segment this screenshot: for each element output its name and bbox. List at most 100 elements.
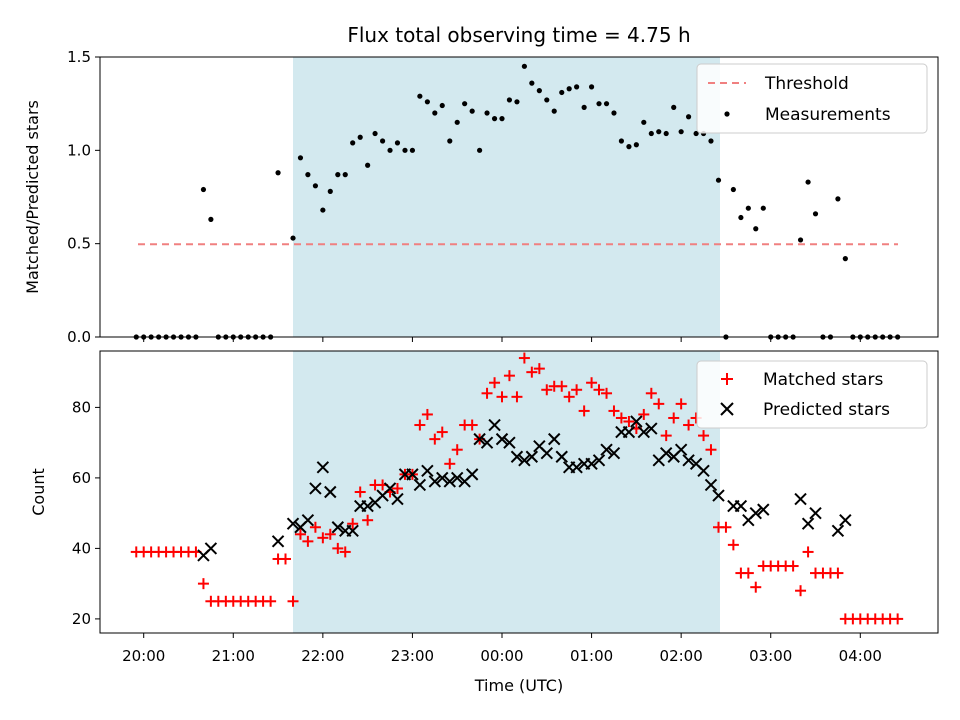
measurement-point bbox=[671, 104, 677, 110]
x-tick-label: 01:00 bbox=[570, 647, 613, 665]
predicted-star-point bbox=[734, 499, 748, 513]
predicted-star-point bbox=[622, 425, 636, 439]
matched-star-point bbox=[309, 521, 321, 533]
measurement-point bbox=[730, 186, 736, 193]
matched-star-point bbox=[324, 528, 336, 540]
predicted-star-point bbox=[645, 422, 658, 435]
predicted-star-point bbox=[682, 454, 695, 467]
measurement-point bbox=[305, 172, 311, 178]
predicted-star-point bbox=[704, 478, 718, 492]
measurement-point bbox=[648, 130, 654, 137]
predicted-star-point bbox=[757, 503, 770, 516]
predicted-star-point bbox=[383, 482, 397, 495]
measurement-point bbox=[506, 97, 513, 103]
predicted-star-point bbox=[436, 471, 449, 485]
y-tick-label: 0.0 bbox=[67, 328, 91, 346]
measurement-point bbox=[387, 147, 393, 153]
top-y-axis: 0.0 0.5 1.0 1.5 bbox=[67, 48, 100, 346]
measurement-point bbox=[200, 186, 207, 193]
predicted-star-point bbox=[503, 436, 516, 449]
matched-star-point bbox=[742, 567, 754, 579]
measurement-point bbox=[760, 205, 766, 211]
measurement-point bbox=[544, 97, 550, 103]
measurement-point bbox=[633, 142, 639, 148]
top-x-axis bbox=[143, 337, 861, 342]
matched-star-point bbox=[466, 419, 478, 431]
y-tick-label: 1.5 bbox=[67, 48, 91, 66]
matched-star-point bbox=[533, 363, 545, 375]
predicted-star-point bbox=[630, 415, 643, 428]
measurement-point bbox=[835, 196, 841, 202]
measurement-point bbox=[439, 102, 445, 109]
measurement-point bbox=[566, 86, 572, 92]
predicted-star-point bbox=[540, 447, 553, 460]
predicted-star-point bbox=[495, 432, 509, 446]
measurement-point bbox=[424, 99, 430, 105]
matched-star-point bbox=[362, 514, 374, 526]
measurement-point bbox=[611, 110, 617, 116]
predicted-star-point bbox=[518, 454, 531, 467]
predicted-star-point bbox=[271, 535, 285, 548]
x-tick-label: 22:00 bbox=[301, 647, 344, 665]
measurement-point bbox=[484, 110, 490, 116]
predicted-star-point bbox=[443, 475, 456, 488]
matched-star-point bbox=[265, 595, 277, 607]
matched-star-point bbox=[496, 391, 508, 403]
measurement-point bbox=[842, 256, 848, 262]
matched-star-point bbox=[511, 391, 523, 403]
measurement-point bbox=[596, 101, 602, 107]
top-plot-frame bbox=[99, 56, 939, 338]
predicted-star-point bbox=[570, 461, 583, 474]
predicted-star-point bbox=[659, 447, 673, 460]
matched-star-point bbox=[391, 482, 403, 494]
matched-star-point bbox=[660, 430, 672, 442]
predicted-star-point bbox=[525, 450, 539, 463]
matched-star-point bbox=[451, 444, 463, 456]
predicted-star-point bbox=[712, 489, 725, 502]
y-tick-label: 0.5 bbox=[67, 235, 91, 253]
measurement-point bbox=[529, 80, 535, 86]
top-y-axis-label: Matched/Predicted stars bbox=[23, 100, 42, 294]
legend-predicted-label: Predicted stars bbox=[763, 400, 890, 420]
bottom-legend-box bbox=[696, 360, 928, 429]
matched-star-point bbox=[832, 567, 844, 579]
predicted-star-point bbox=[204, 542, 218, 555]
matched-star-point bbox=[436, 426, 448, 438]
measurement-point bbox=[574, 84, 580, 90]
predicted-star-point bbox=[413, 478, 427, 492]
predicted-star-point bbox=[600, 443, 613, 456]
matched-star-point bbox=[645, 387, 657, 399]
y-tick-label: 40 bbox=[72, 539, 91, 557]
bottom-plot-frame bbox=[99, 350, 939, 634]
measurement-point bbox=[372, 130, 378, 137]
matched-star-point bbox=[578, 405, 590, 417]
y-tick-label: 20 bbox=[72, 610, 91, 628]
matched-star-point bbox=[339, 546, 351, 558]
x-tick-label: 00:00 bbox=[480, 647, 523, 665]
measurement-point bbox=[656, 129, 662, 135]
measurement-point bbox=[797, 237, 804, 243]
matched-star-point bbox=[683, 419, 695, 431]
matched-star-point bbox=[332, 542, 344, 554]
measurement-point bbox=[491, 116, 498, 122]
measurement-point bbox=[641, 119, 647, 125]
predicted-star-point bbox=[510, 450, 524, 463]
matched-star-point bbox=[705, 444, 717, 456]
matched-star-point bbox=[563, 391, 575, 403]
measurement-point bbox=[402, 147, 408, 153]
measurement-point bbox=[357, 134, 363, 140]
predicted-star-point bbox=[361, 499, 374, 513]
measurement-point bbox=[335, 172, 341, 178]
measurement-point bbox=[588, 84, 595, 90]
matched-star-point bbox=[421, 408, 433, 420]
predicted-star-point bbox=[637, 425, 651, 439]
matched-star-point bbox=[294, 528, 306, 540]
top-legend: Threshold Measurements bbox=[696, 63, 928, 134]
predicted-star-point bbox=[451, 471, 464, 485]
predicted-star-point bbox=[331, 521, 345, 534]
chart-title: Flux total observing time = 4.75 h bbox=[347, 23, 690, 47]
matched-star-point bbox=[429, 433, 441, 445]
measurement-point bbox=[626, 144, 632, 150]
matched-star-point bbox=[489, 377, 501, 389]
measurement-point bbox=[350, 140, 356, 146]
